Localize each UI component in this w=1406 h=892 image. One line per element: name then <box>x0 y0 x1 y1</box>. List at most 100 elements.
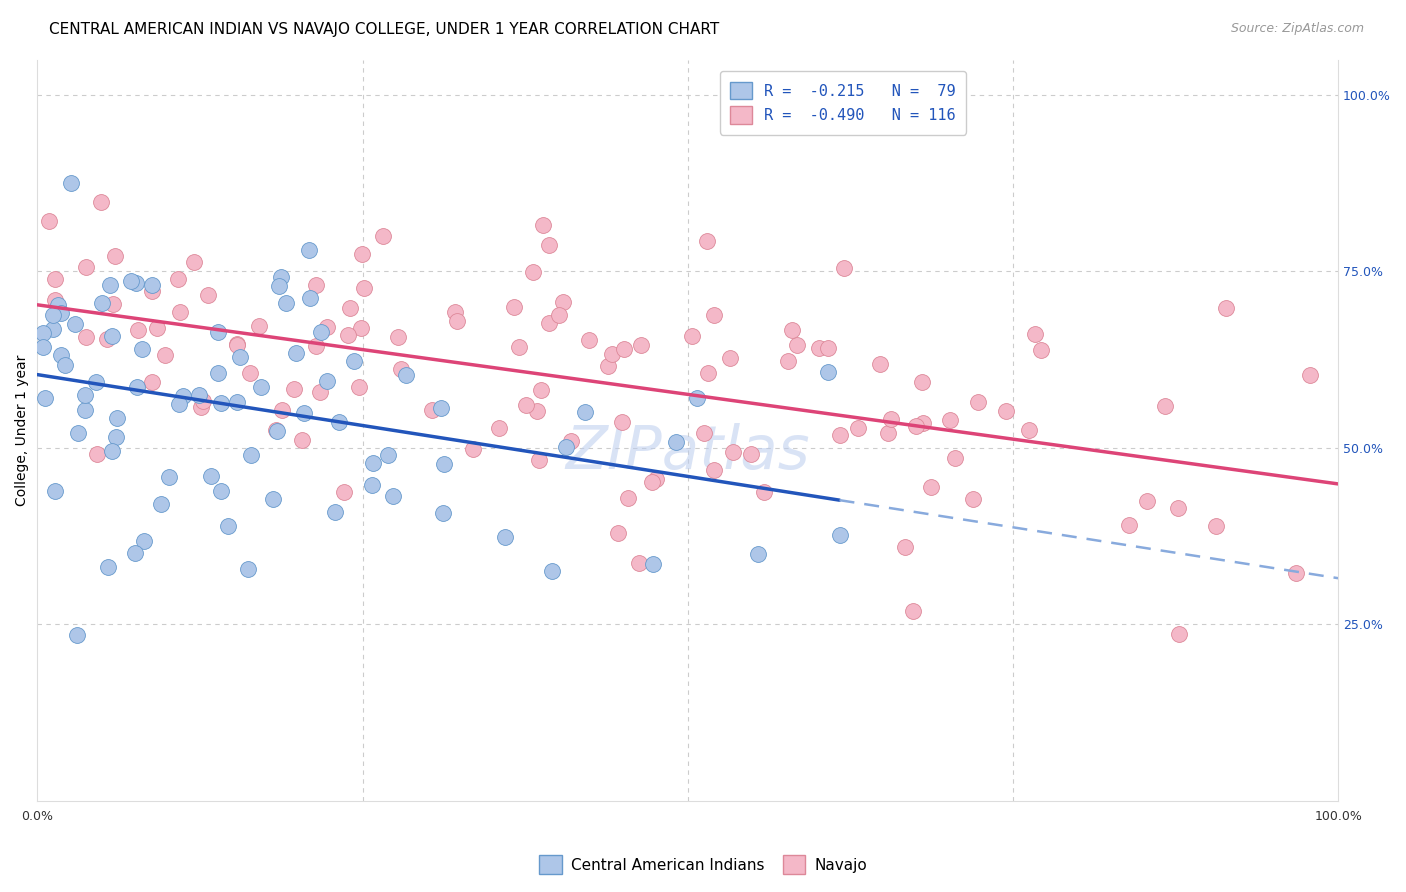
Point <box>155 348 177 362</box>
Point <box>1215 301 1237 316</box>
Point <box>943 451 966 466</box>
Point <box>200 469 222 483</box>
Point <box>238 562 260 576</box>
Point <box>828 528 851 542</box>
Point <box>1205 518 1227 533</box>
Point <box>644 472 666 486</box>
Point <box>42 308 65 322</box>
Point <box>75 387 97 401</box>
Point <box>995 403 1018 417</box>
Point <box>229 350 252 364</box>
Point <box>90 194 112 209</box>
Point <box>613 342 636 356</box>
Point <box>548 308 571 322</box>
Point <box>721 445 744 459</box>
Point <box>387 329 409 343</box>
Point <box>693 426 716 441</box>
Point <box>274 295 297 310</box>
Text: CENTRAL AMERICAN INDIAN VS NAVAJO COLLEGE, UNDER 1 YEAR CORRELATION CHART: CENTRAL AMERICAN INDIAN VS NAVAJO COLLEG… <box>49 22 720 37</box>
Point <box>630 338 652 352</box>
Point <box>188 388 211 402</box>
Point <box>508 340 530 354</box>
Point <box>350 320 373 334</box>
Point <box>167 272 190 286</box>
Point <box>190 400 212 414</box>
Point <box>782 322 804 336</box>
Point <box>703 308 725 322</box>
Point <box>828 427 851 442</box>
Point <box>97 560 120 574</box>
Text: Source: ZipAtlas.com: Source: ZipAtlas.com <box>1230 22 1364 36</box>
Point <box>325 505 347 519</box>
Point <box>537 316 560 330</box>
Point <box>353 281 375 295</box>
Point <box>612 416 634 430</box>
Point <box>44 272 66 286</box>
Point <box>101 329 124 343</box>
Point <box>554 440 576 454</box>
Point <box>49 305 72 319</box>
Point <box>309 384 332 399</box>
Point <box>127 323 149 337</box>
Point <box>269 278 291 293</box>
Point <box>578 333 600 347</box>
Point <box>443 304 465 318</box>
Point <box>1167 501 1189 516</box>
Point <box>65 317 87 331</box>
Point <box>96 332 118 346</box>
Point <box>183 254 205 268</box>
Point <box>157 470 180 484</box>
Point <box>132 534 155 549</box>
Point <box>377 448 399 462</box>
Text: ZIPatlas: ZIPatlas <box>565 423 810 482</box>
Point <box>430 401 453 415</box>
Point <box>920 480 942 494</box>
Point <box>382 489 405 503</box>
Point <box>531 219 554 233</box>
Point <box>101 444 124 458</box>
Point <box>1018 423 1040 437</box>
Point <box>336 327 359 342</box>
Point <box>515 398 537 412</box>
Point <box>1118 518 1140 533</box>
Legend: Central American Indians, Navajo: Central American Indians, Navajo <box>533 849 873 880</box>
Point <box>686 391 709 405</box>
Point <box>298 243 321 257</box>
Point <box>880 412 903 426</box>
Point <box>66 425 89 440</box>
Point <box>49 348 72 362</box>
Point <box>285 346 308 360</box>
Point <box>349 380 371 394</box>
Point <box>309 325 332 339</box>
Point <box>66 628 89 642</box>
Point <box>817 365 839 379</box>
Point <box>786 338 808 352</box>
Point <box>146 321 169 335</box>
Point <box>1153 399 1175 413</box>
Point <box>124 546 146 560</box>
Point <box>1168 627 1191 641</box>
Point <box>264 423 287 437</box>
Point <box>939 413 962 427</box>
Legend: R =  -0.215   N =  79, R =  -0.490   N = 116: R = -0.215 N = 79, R = -0.490 N = 116 <box>720 71 966 135</box>
Point <box>32 341 55 355</box>
Point <box>869 357 891 371</box>
Point <box>446 314 468 328</box>
Point <box>131 343 153 357</box>
Point <box>420 402 443 417</box>
Point <box>239 366 262 380</box>
Point <box>522 265 544 279</box>
Point <box>75 403 97 417</box>
Point <box>262 491 284 506</box>
Point <box>350 247 373 261</box>
Point <box>283 382 305 396</box>
Point <box>298 291 321 305</box>
Point <box>197 287 219 301</box>
Point <box>315 320 337 334</box>
Point <box>209 396 232 410</box>
Point <box>44 483 66 498</box>
Point <box>240 448 263 462</box>
Point <box>433 457 456 471</box>
Point <box>776 354 799 368</box>
Point <box>270 269 292 284</box>
